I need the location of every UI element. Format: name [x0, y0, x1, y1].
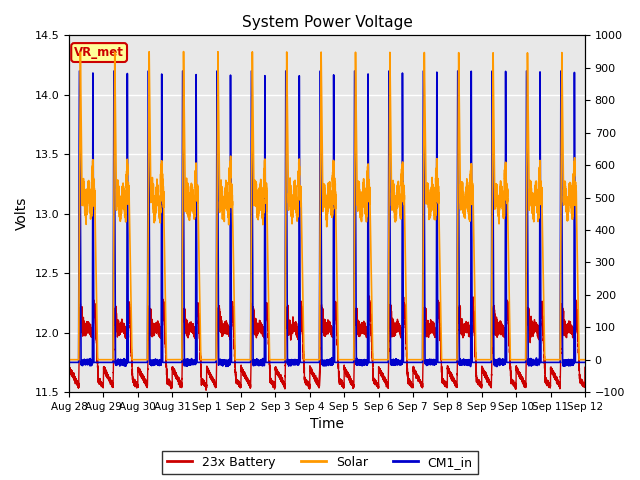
Legend: 23x Battery, Solar, CM1_in: 23x Battery, Solar, CM1_in	[163, 451, 477, 474]
Title: System Power Voltage: System Power Voltage	[241, 15, 412, 30]
X-axis label: Time: Time	[310, 418, 344, 432]
Y-axis label: Volts: Volts	[15, 197, 29, 230]
Text: VR_met: VR_met	[74, 46, 124, 59]
